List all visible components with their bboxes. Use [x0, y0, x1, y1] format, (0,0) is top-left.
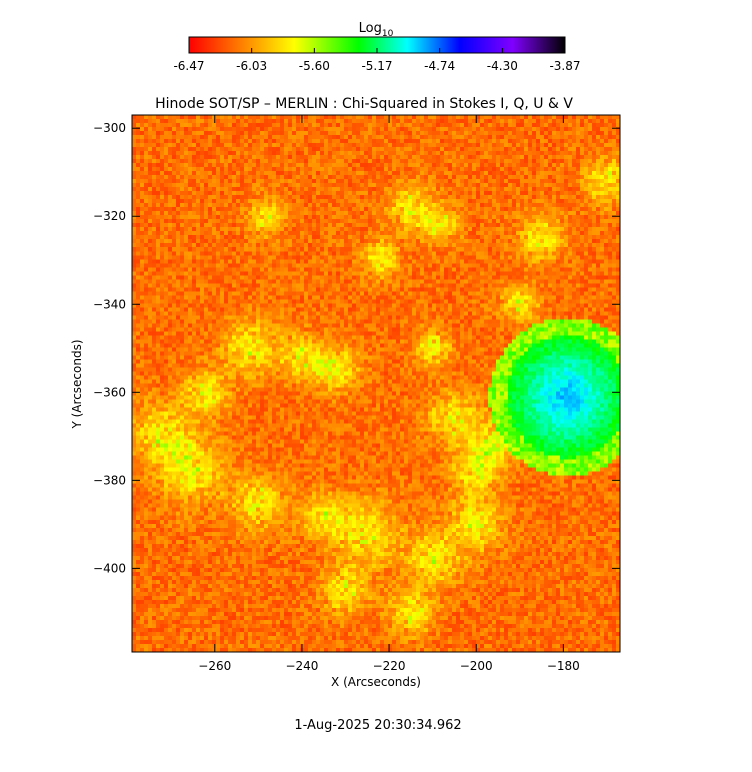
- chart-title: Hinode SOT/SP – MERLIN : Chi-Squared in …: [155, 96, 573, 112]
- y-tick-label: −380: [93, 473, 126, 487]
- colorbar-tick-label: -4.30: [487, 59, 518, 73]
- colorbar-label: Log10: [359, 21, 394, 39]
- heatmap-raster: [132, 115, 620, 652]
- x-tick-label: −200: [460, 659, 493, 673]
- y-tick-label: −340: [93, 297, 126, 311]
- y-axis: −300 −320 −340 −360 −380 −400: [93, 121, 620, 575]
- y-tick-label: −400: [93, 561, 126, 575]
- x-tick-label: −180: [547, 659, 580, 673]
- y-tick-label: −320: [93, 209, 126, 223]
- x-axis-label: X (Arcseconds): [331, 675, 421, 689]
- colorbar-tick-label: -6.03: [236, 59, 267, 73]
- heatmap-image: [132, 115, 620, 652]
- y-tick-label: −300: [93, 121, 126, 135]
- y-tick-label: −360: [93, 385, 126, 399]
- y-axis-label: Y (Arcseconds): [70, 339, 84, 429]
- colorbar-ticks: -6.47 -6.03 -5.60 -5.17 -4.74 -4.30 -3.87: [173, 48, 581, 73]
- plot-frame: [131, 114, 621, 653]
- colorbar-tick-label: -3.87: [549, 59, 580, 73]
- colorbar-tick-label: -4.74: [424, 59, 455, 73]
- colorbar-tick-label: -6.47: [173, 59, 204, 73]
- colorbar-tick-label: -5.60: [299, 59, 330, 73]
- colorbar-tick-label: -5.17: [361, 59, 392, 73]
- timestamp: 1-Aug-2025 20:30:34.962: [294, 718, 461, 733]
- x-tick-label: −240: [285, 659, 318, 673]
- x-tick-label: −260: [198, 659, 231, 673]
- x-tick-label: −220: [373, 659, 406, 673]
- x-axis: −260 −240 −220 −200 −180: [198, 115, 580, 673]
